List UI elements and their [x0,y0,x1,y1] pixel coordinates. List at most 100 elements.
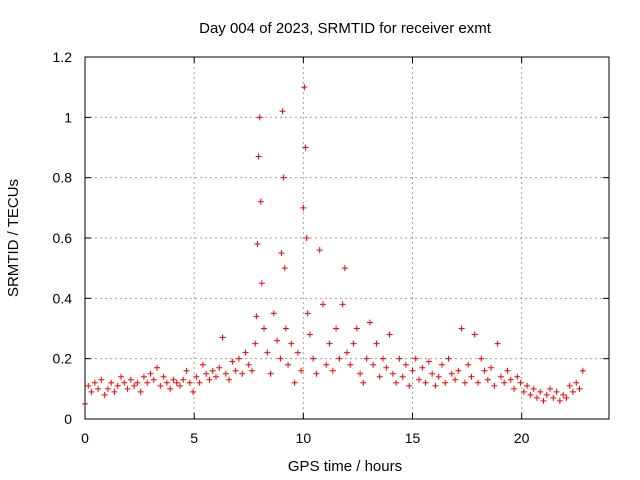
data-point [537,388,544,395]
data-point [91,379,98,386]
data-point [279,108,286,115]
data-points [82,84,586,407]
data-point [543,391,550,398]
data-point [425,358,432,365]
x-tick-label: 10 [296,430,312,446]
data-point [445,355,452,362]
data-point [163,379,170,386]
data-point [101,391,108,398]
data-point [124,385,131,392]
data-point [239,370,246,377]
data-point [282,325,289,332]
data-point [333,325,340,332]
data-point [517,379,524,386]
data-point [507,376,514,383]
data-point [329,367,336,374]
data-point [274,337,281,344]
data-point [452,376,459,383]
axis-ticks [84,56,609,420]
data-point [357,370,364,377]
data-point [176,382,183,389]
data-point [291,379,298,386]
data-point [468,373,475,380]
data-point [501,379,508,386]
data-point [494,340,501,347]
data-point [533,394,540,401]
data-point [298,367,305,374]
data-point [183,367,190,374]
data-point [302,144,309,151]
data-point [461,379,468,386]
data-point [530,385,537,392]
x-tick-label: 5 [190,430,198,446]
data-point [363,355,370,362]
data-point [547,385,554,392]
data-point [553,388,560,395]
data-point [95,385,102,392]
data-point [134,379,141,386]
data-point [579,367,586,374]
data-point [121,379,128,386]
data-point [396,355,403,362]
data-point [294,349,301,356]
data-point [300,204,307,211]
x-tick-label: 0 [81,430,89,446]
data-point [481,367,488,374]
data-point [389,370,396,377]
data-point [550,394,557,401]
data-point [422,379,429,386]
data-point [442,379,449,386]
y-tick-label: 0.8 [53,170,73,186]
data-point [310,355,317,362]
data-point [563,394,570,401]
data-point [278,250,285,257]
data-point [140,373,147,380]
data-point [458,325,465,332]
data-point [253,313,260,320]
data-point [380,355,387,362]
data-point [497,373,504,380]
data-point [216,364,223,371]
data-point [190,388,197,395]
data-point [471,331,478,338]
y-tick-label: 0.2 [53,351,73,367]
data-point [576,385,583,392]
data-point [432,382,439,389]
data-point [319,301,326,308]
data-point [527,391,534,398]
data-point [514,373,521,380]
y-tick-label: 0.6 [53,230,73,246]
data-point [256,114,263,121]
data-point [569,388,576,395]
data-point [180,376,187,383]
data-point [288,340,295,347]
data-point [235,355,242,362]
data-point [167,385,174,392]
data-point [347,361,354,368]
data-point [540,397,547,404]
data-point [524,382,531,389]
data-point [209,367,216,374]
data-point [341,265,348,272]
grid-lines [85,57,609,419]
data-point [438,361,445,368]
y-tick-label: 0.4 [53,290,73,306]
data-point [219,334,226,341]
data-point [313,370,320,377]
data-point [254,241,261,248]
data-point [484,376,491,383]
data-point [150,376,157,383]
data-point [186,379,193,386]
data-point [88,388,95,395]
data-point [154,364,161,371]
data-point [173,379,180,386]
data-point [127,376,134,383]
data-point [336,355,343,362]
data-point [511,385,518,392]
data-point [144,379,151,386]
data-point [475,379,481,386]
data-point [213,373,219,380]
data-point [114,382,121,389]
data-point [316,247,323,254]
data-point [488,364,495,371]
